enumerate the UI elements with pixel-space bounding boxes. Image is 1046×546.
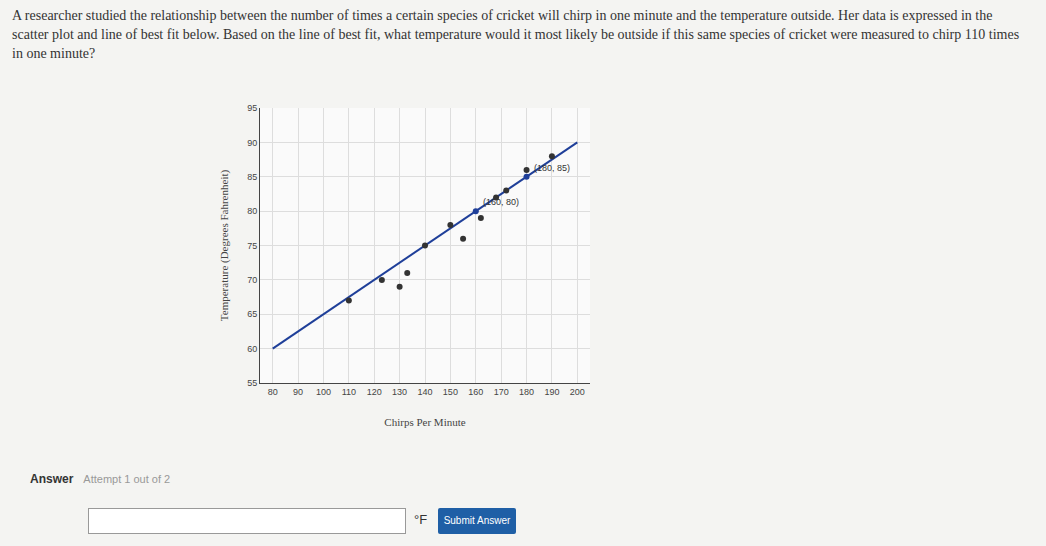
html-text:°F: °F [414,512,428,527]
svg-text:110: 110 [342,387,356,397]
svg-text:150: 150 [443,387,458,397]
html-text:Answer: Answer [30,472,74,486]
svg-text:80: 80 [268,387,278,397]
svg-text:85: 85 [247,172,257,182]
html-text:Submit Answer: Submit Answer [443,515,511,526]
svg-text:(180, 85): (180, 85) [534,163,570,173]
svg-text:70: 70 [247,275,257,285]
svg-text:95: 95 [247,103,257,113]
svg-text:75: 75 [247,241,257,251]
svg-text:90: 90 [247,138,257,148]
svg-text:130: 130 [392,387,407,397]
html-text:Attempt 1 out of 2: Attempt 1 out of 2 [83,473,171,485]
svg-text:160: 160 [468,387,483,397]
html-text:A researcher studied the relat: A researcher studied the relationship be… [12,8,1020,61]
svg-text:80: 80 [247,206,257,216]
svg-text:(160, 80): (160, 80) [483,197,519,207]
svg-text:180: 180 [519,387,534,397]
svg-text:90: 90 [293,387,303,397]
svg-text:60: 60 [247,344,257,354]
svg-text:100: 100 [316,387,331,397]
svg-text:170: 170 [494,387,509,397]
svg-text:200: 200 [570,387,585,397]
svg-text:55: 55 [247,378,257,388]
svg-text:140: 140 [417,387,432,397]
svg-text:190: 190 [544,387,559,397]
svg-text:65: 65 [247,309,257,319]
svg-text:Temperature (Degrees Fahrenhei: Temperature (Degrees Fahrenheit) [218,170,231,322]
svg-text:Chirps Per Minute: Chirps Per Minute [384,416,465,428]
svg-text:120: 120 [367,387,382,397]
